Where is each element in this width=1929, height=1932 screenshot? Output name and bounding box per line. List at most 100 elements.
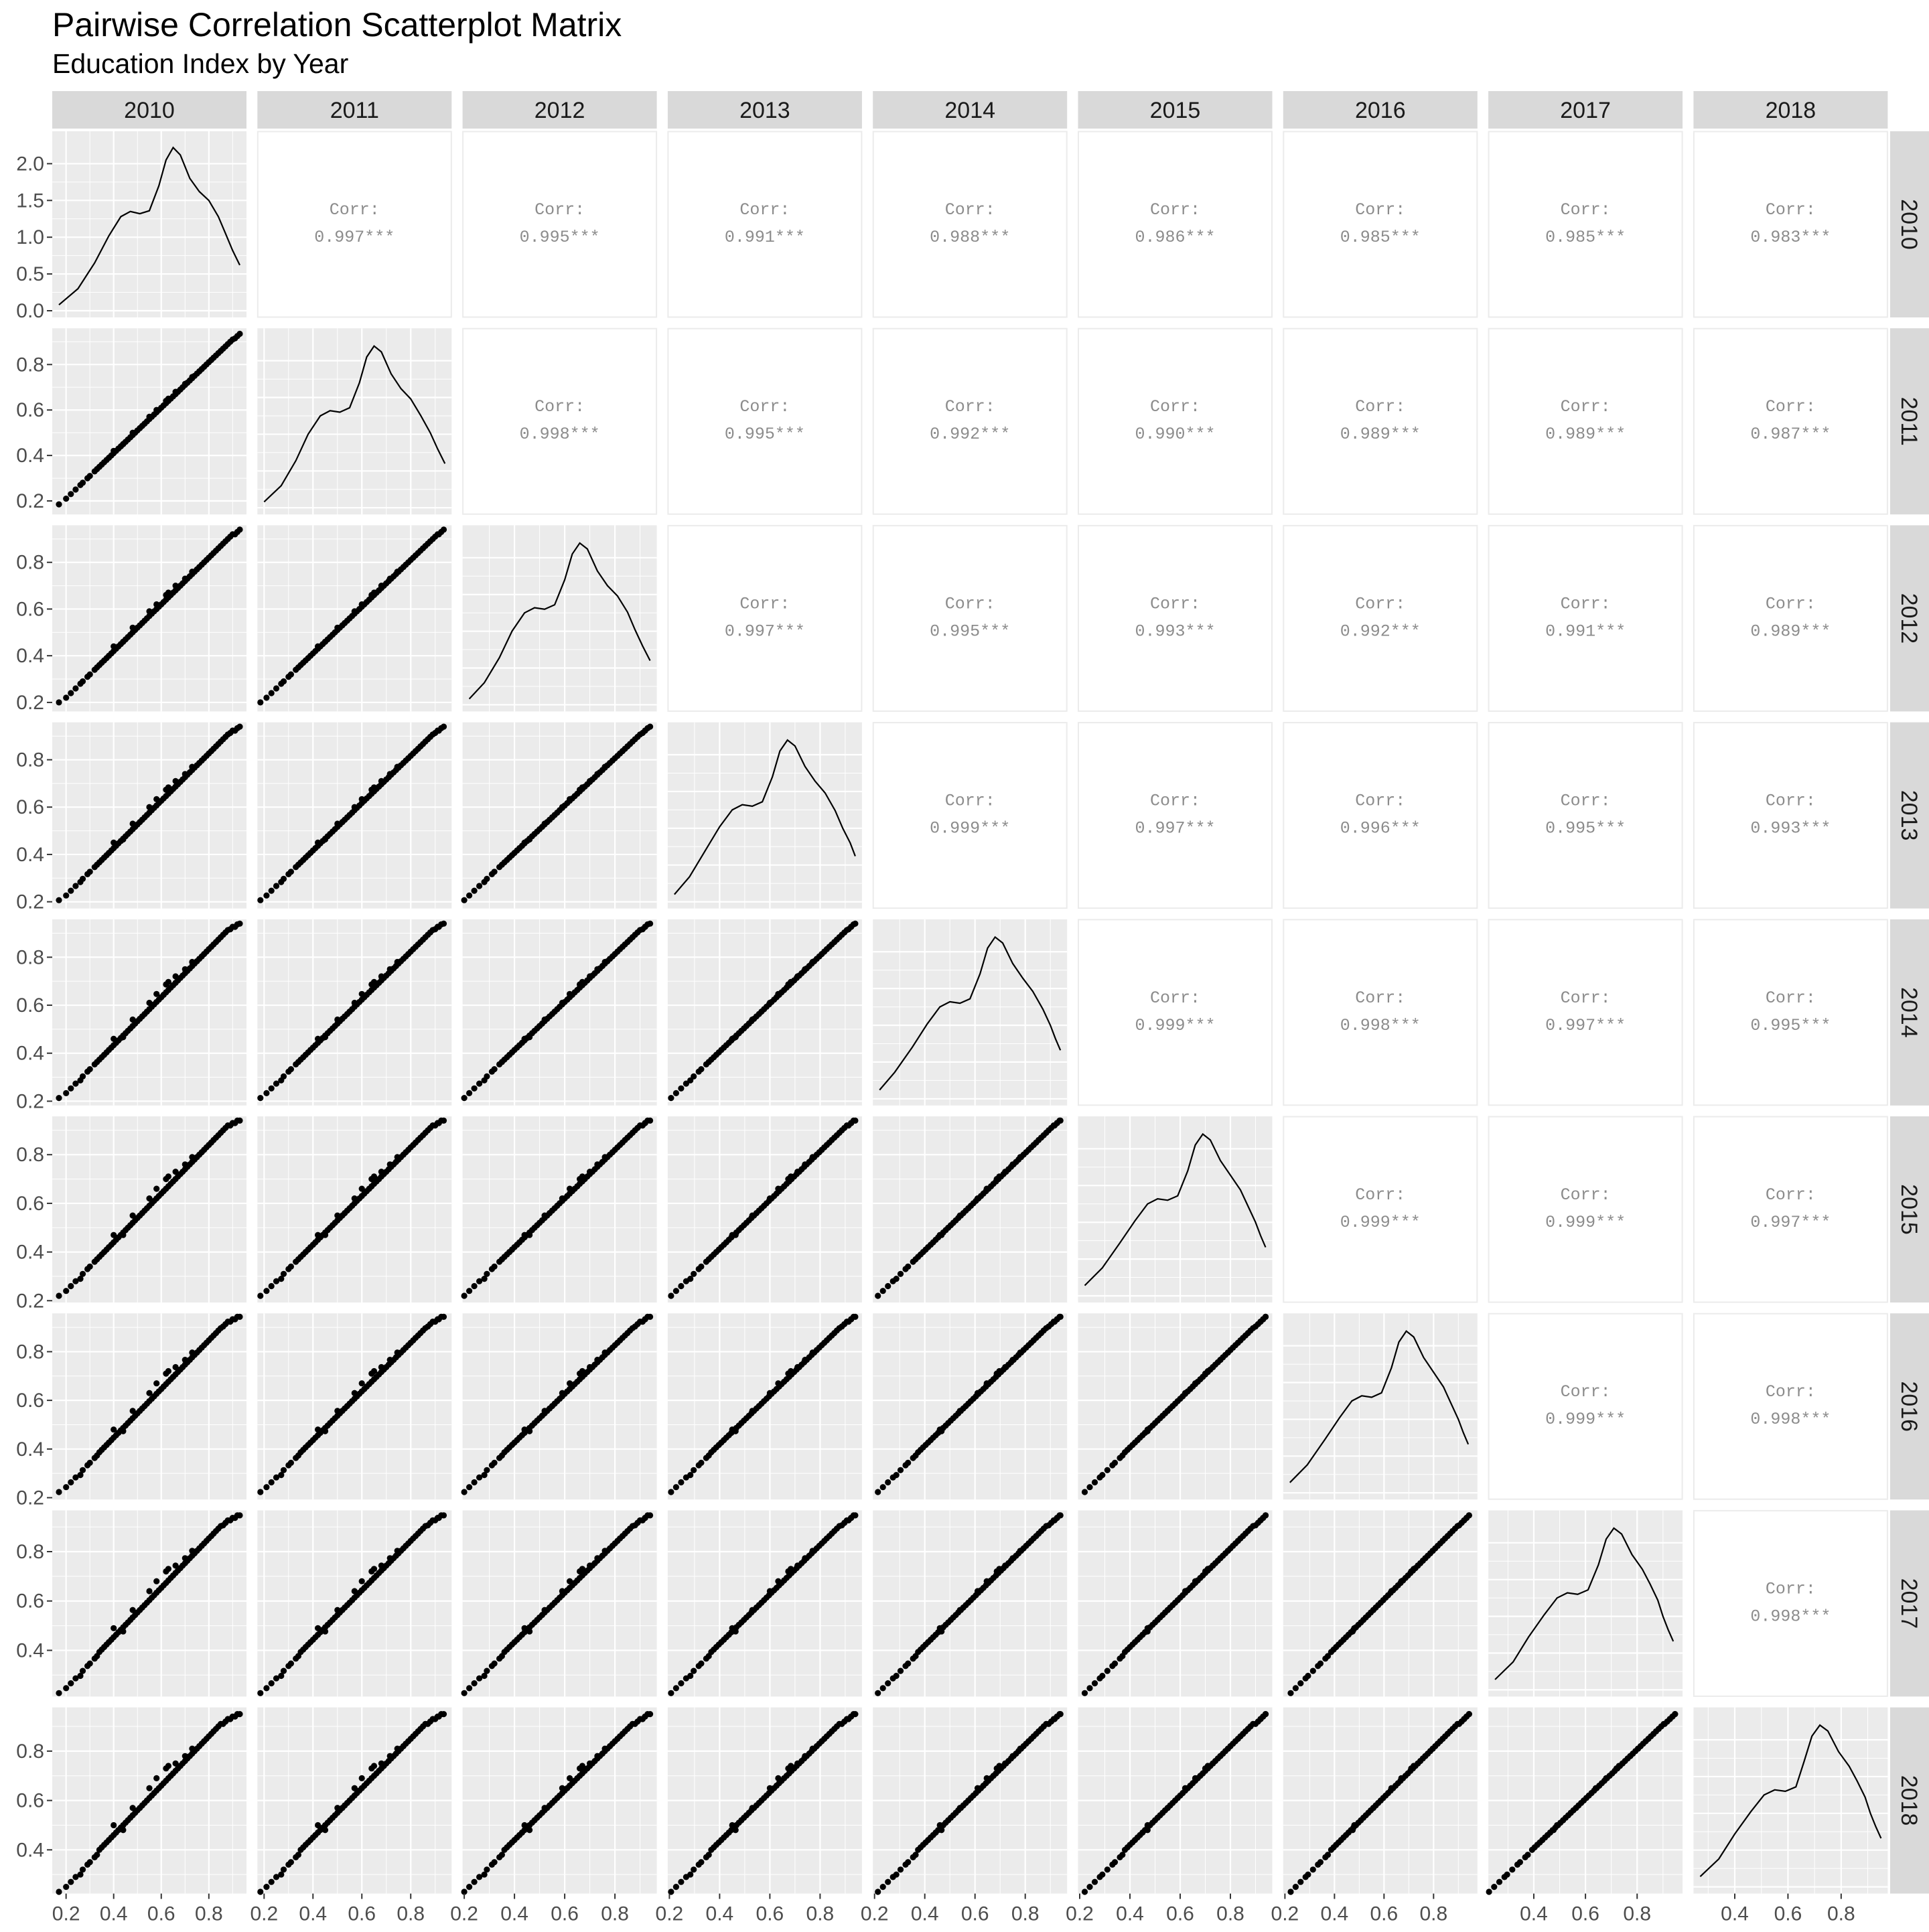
scatter-point <box>1317 1859 1324 1866</box>
scatter-point <box>691 1667 697 1674</box>
scatter-point <box>280 1467 287 1473</box>
scatter-point <box>905 1263 912 1270</box>
corr-label: Corr: <box>1150 397 1200 417</box>
y-tick-label: 0.2 <box>16 1090 44 1112</box>
scatter-point <box>1217 1753 1224 1759</box>
density-panel <box>1283 1313 1478 1500</box>
scatter-point <box>526 836 533 843</box>
corr-panel <box>462 327 658 515</box>
row-strip-label: 2015 <box>1896 1184 1922 1235</box>
scatter-point <box>885 1282 891 1290</box>
scatter-point <box>476 1474 483 1481</box>
row-strip <box>1890 328 1929 515</box>
scatter-point <box>63 1884 70 1890</box>
scatter-point <box>1297 1878 1304 1885</box>
column-strip <box>52 91 246 129</box>
scatter-point <box>936 1822 943 1829</box>
scatter-point <box>1297 1680 1304 1687</box>
scatter-point <box>287 1859 294 1866</box>
scatter-point <box>315 643 322 650</box>
scatter-point <box>172 1760 179 1767</box>
scatter-point <box>1182 1588 1189 1594</box>
corr-value: 0.988*** <box>930 228 1010 247</box>
scatter-point <box>541 1408 548 1414</box>
corr-panel <box>1693 524 1888 712</box>
density-curve <box>1699 1724 1882 1877</box>
scatter-point <box>481 1276 488 1282</box>
row-strip <box>1890 1707 1929 1894</box>
y-tick-label: 0.4 <box>16 1839 44 1861</box>
scatter-point <box>729 1822 735 1829</box>
scatter-point <box>394 569 401 575</box>
scatter-point <box>579 1367 586 1375</box>
corr-value: 0.993*** <box>1135 621 1215 641</box>
y-tick-label: 0.5 <box>16 263 44 285</box>
scatter-point <box>189 1154 196 1161</box>
chart-subtitle: Education Index by Year <box>52 48 349 79</box>
row-strip <box>1890 1313 1929 1500</box>
row-strip <box>1890 131 1929 317</box>
column-strip <box>667 91 862 129</box>
x-tick-label: 0.4 <box>1321 1903 1349 1925</box>
scatter-point <box>852 920 859 927</box>
scatter-point <box>129 1212 136 1219</box>
x-tick-label: 0.2 <box>1271 1903 1299 1925</box>
scatter-point <box>358 796 365 802</box>
scatter-point <box>278 1472 285 1479</box>
density-panel <box>667 722 862 909</box>
scatter-point <box>1634 1745 1642 1752</box>
scatter-point <box>111 1426 117 1433</box>
x-tick-label: 0.6 <box>1774 1903 1802 1925</box>
scatter-point <box>587 777 593 784</box>
scatter-point <box>182 575 188 582</box>
scatter-point <box>322 1232 329 1238</box>
scatter-point <box>668 1888 674 1895</box>
scatter-point <box>594 1161 601 1168</box>
scatter-point <box>698 1066 705 1073</box>
scatter-point <box>852 1711 859 1718</box>
scatter-panel <box>667 1510 862 1697</box>
y-tick-label: 0.6 <box>16 1193 44 1215</box>
scatter-point <box>905 1859 912 1866</box>
scatter-point <box>56 1489 62 1495</box>
scatter-point <box>766 1390 773 1396</box>
scatter-point <box>440 920 447 927</box>
scatter-point <box>794 1760 801 1767</box>
scatter-point <box>491 869 498 875</box>
column-strip <box>1283 91 1478 129</box>
scatter-point <box>165 784 171 791</box>
corr-value: 0.999*** <box>930 819 1010 838</box>
y-tick-label: 0.2 <box>16 1487 44 1509</box>
scatter-point <box>879 1884 886 1890</box>
y-tick-label: 0.8 <box>16 749 44 771</box>
scatter-point <box>153 1380 160 1387</box>
scatter-point <box>1057 1512 1064 1519</box>
scatter-point <box>461 1888 468 1895</box>
scatter-point <box>491 1459 498 1466</box>
scatter-point <box>705 1852 712 1858</box>
scatter-point <box>466 1484 473 1491</box>
scatter-point <box>471 887 478 894</box>
corr-label: Corr: <box>1355 200 1405 220</box>
scatter-point <box>541 1607 548 1613</box>
scatter-point <box>476 1874 483 1880</box>
scatter-point <box>72 685 79 692</box>
corr-value: 0.999*** <box>1340 1213 1421 1232</box>
scatter-point <box>541 1805 548 1811</box>
scatter-point <box>687 1672 694 1680</box>
scatter-point <box>1111 1859 1119 1866</box>
scatter-point <box>278 1871 285 1878</box>
scatter-point <box>56 897 62 903</box>
y-tick-label: 0.8 <box>16 946 44 968</box>
column-strip <box>1078 91 1273 129</box>
y-tick-label: 1.0 <box>16 226 44 248</box>
scatter-point <box>809 1548 816 1554</box>
scatter-point <box>63 1288 70 1294</box>
scatter-point <box>257 897 264 903</box>
scatter-point <box>647 723 654 730</box>
scatter-point <box>394 1745 401 1752</box>
scatter-point <box>1086 1484 1093 1491</box>
scatter-point <box>172 777 179 784</box>
scatter-point <box>172 973 179 980</box>
